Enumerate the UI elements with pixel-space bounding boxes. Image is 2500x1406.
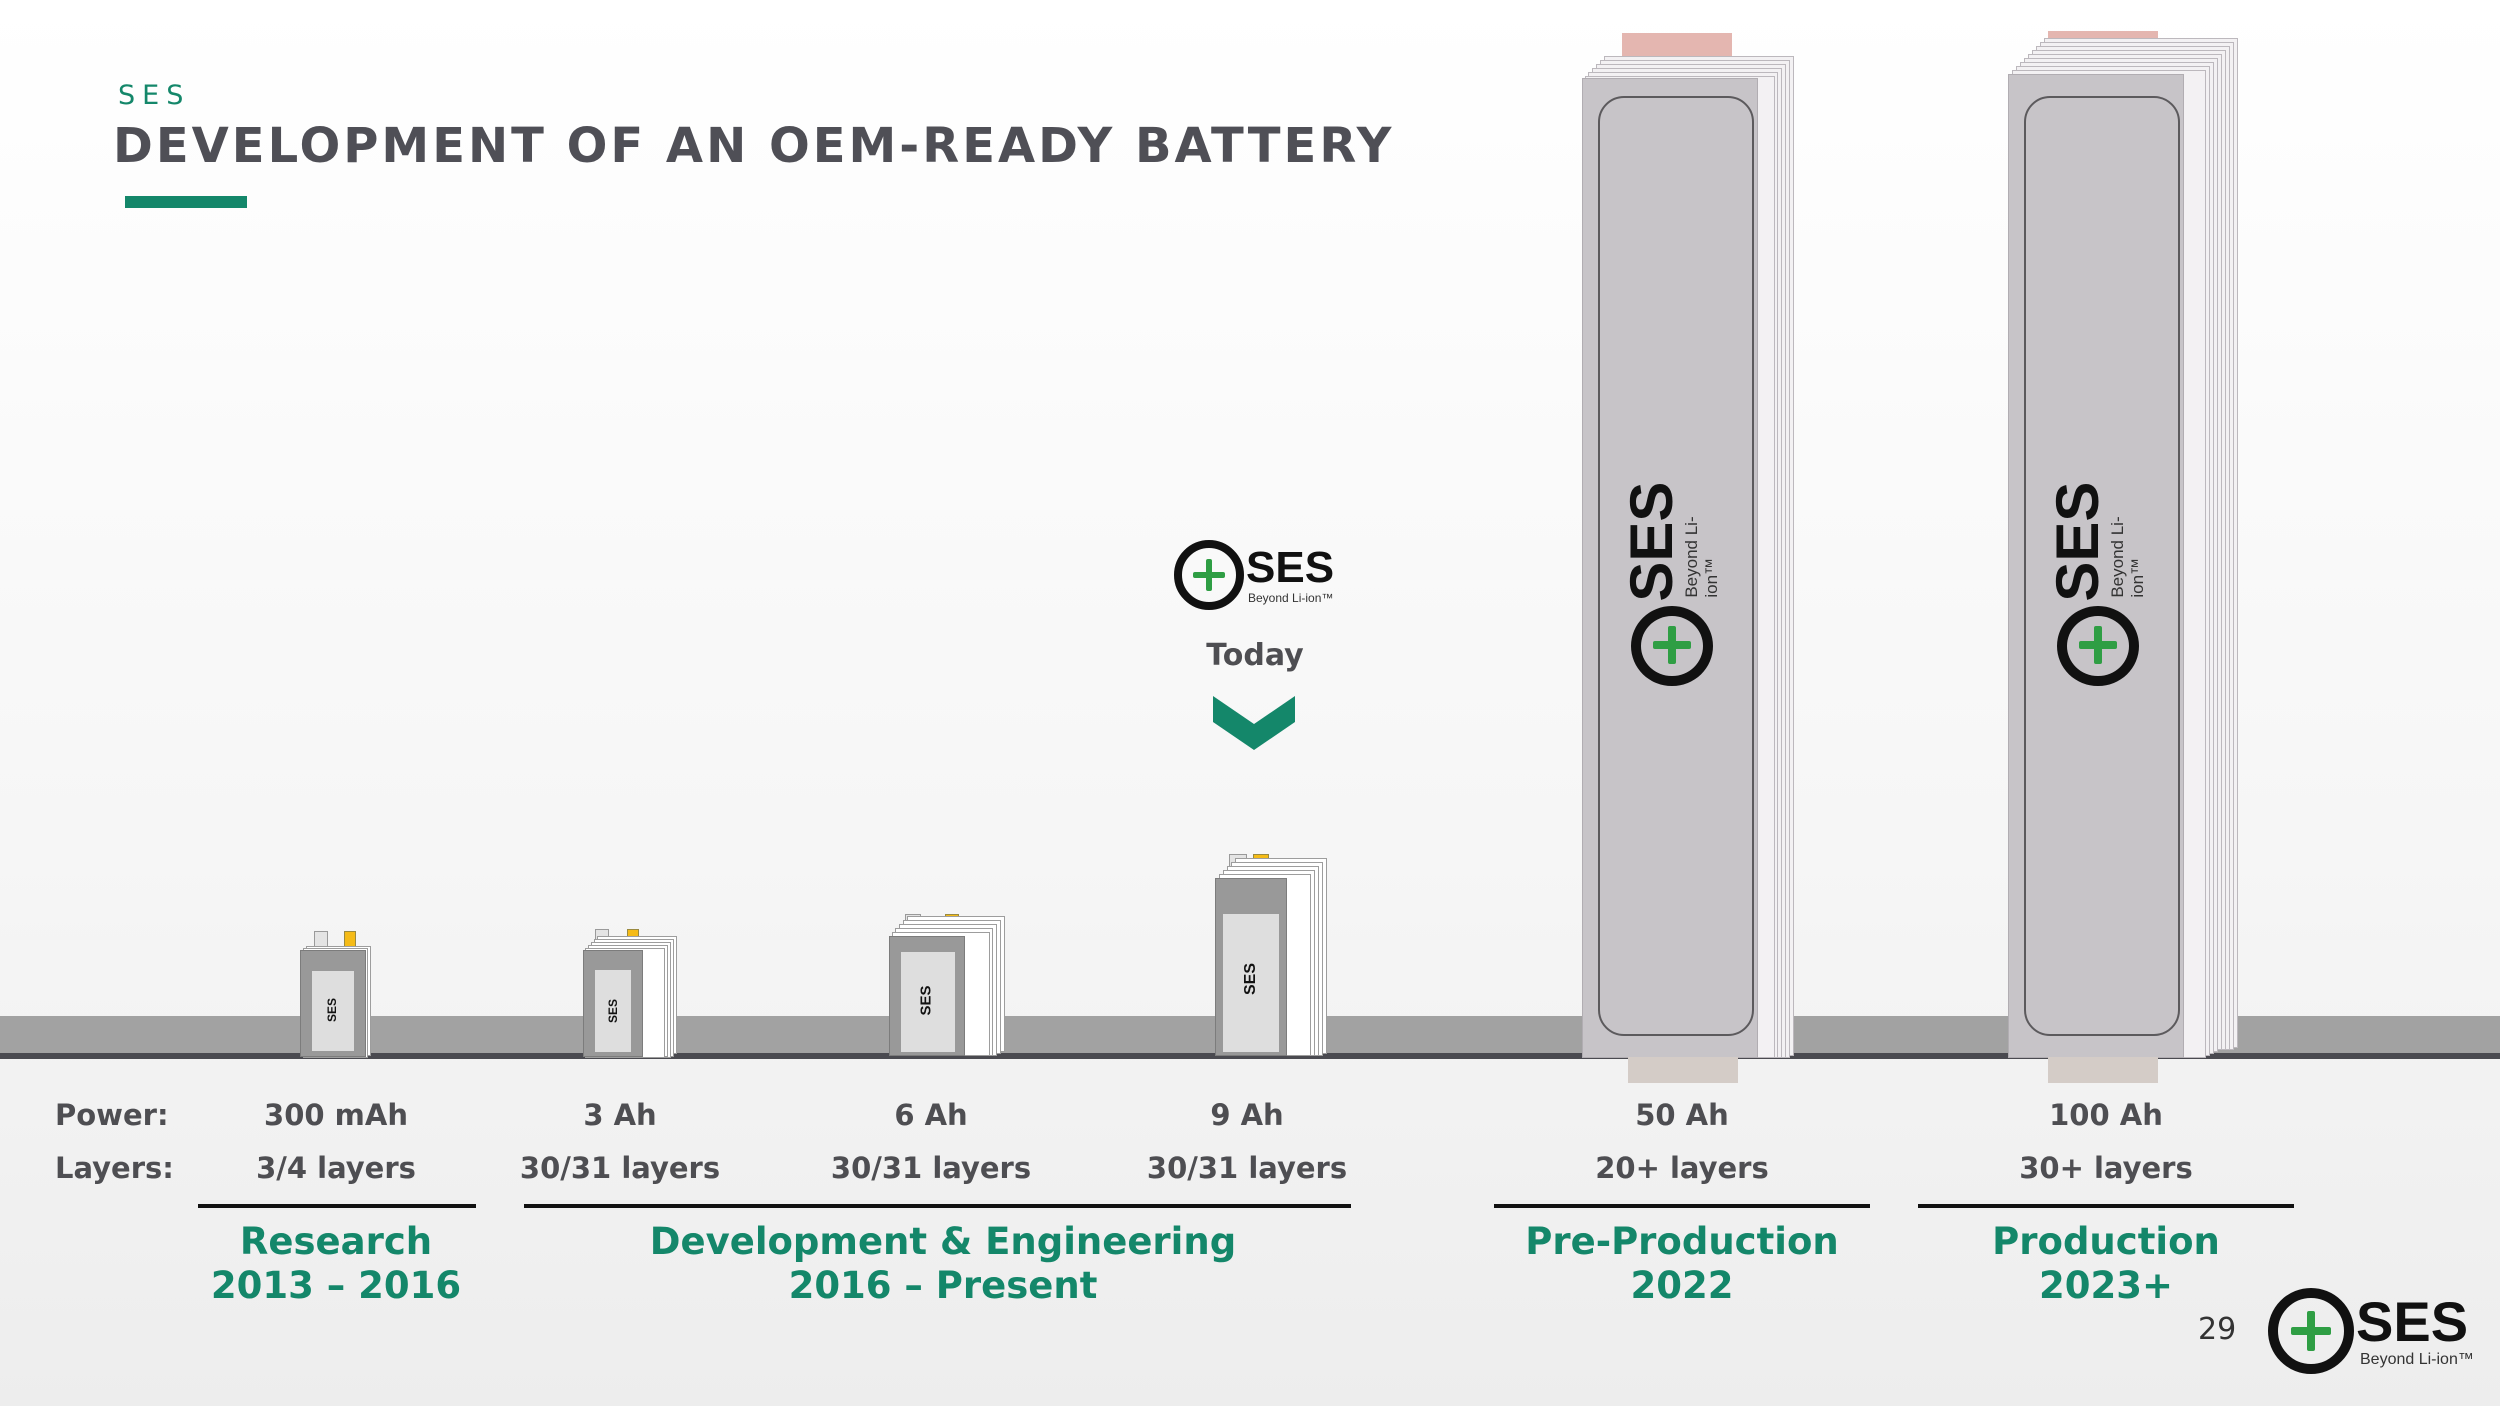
cell-logo: SES bbox=[917, 985, 935, 1016]
battery-cell-50ah: SES Beyond Li-ion™ bbox=[1582, 30, 1798, 1085]
layers-value: 30/31 layers bbox=[1146, 1151, 1348, 1185]
phase-name: Research bbox=[239, 1220, 433, 1263]
cell-label bbox=[312, 971, 354, 1051]
phase-name: Development & Engineering bbox=[649, 1220, 1237, 1263]
cell-label bbox=[1223, 914, 1279, 1052]
marker-tagline: Beyond Li-ion™ bbox=[1248, 591, 1334, 605]
phase-divider-development bbox=[524, 1204, 1351, 1208]
power-value: 300 mAh bbox=[264, 1098, 408, 1132]
phase-divider-production bbox=[1918, 1204, 2294, 1208]
phase-period: 2022 bbox=[1630, 1264, 1734, 1307]
cell-label bbox=[901, 952, 955, 1052]
cell-label bbox=[595, 970, 631, 1052]
power-value: 50 Ah bbox=[1635, 1098, 1729, 1132]
phase-divider-preproduction bbox=[1494, 1204, 1870, 1208]
phase-period: 2013 – 2016 bbox=[210, 1264, 462, 1307]
cell-logo-text: SES bbox=[2044, 481, 2111, 602]
cell-logo: SES bbox=[606, 998, 621, 1024]
phase-production: Production 2023+ bbox=[1992, 1220, 2220, 1308]
cell-logo-text: SES bbox=[1618, 481, 1685, 602]
power-value: 100 Ah bbox=[2049, 1098, 2163, 1132]
phase-period: 2023+ bbox=[2039, 1264, 2173, 1307]
power-value: 6 Ah bbox=[894, 1098, 968, 1132]
phase-divider-research bbox=[198, 1204, 476, 1208]
phase-name: Production bbox=[1992, 1220, 2220, 1263]
cell-logo: SES bbox=[325, 997, 340, 1023]
layers-value: 30/31 layers bbox=[519, 1151, 721, 1185]
battery-cell-6ah: SES bbox=[889, 912, 1011, 1057]
cell-tab-terminal bbox=[1628, 1057, 1738, 1083]
plus-circle-icon bbox=[1631, 605, 1713, 687]
layers-value: 20+ layers bbox=[1595, 1151, 1769, 1185]
chevron-down-icon bbox=[1213, 696, 1295, 750]
phase-period: 2016 – Present bbox=[788, 1264, 1098, 1307]
title-accent-bar bbox=[125, 196, 247, 208]
phase-name: Pre-Production bbox=[1525, 1220, 1839, 1263]
power-value: 9 Ah bbox=[1210, 1098, 1284, 1132]
cell-logo-tagline: Beyond Li-ion™ bbox=[1682, 516, 1721, 598]
page-number: 29 bbox=[2198, 1312, 2237, 1347]
plus-circle-icon bbox=[2057, 605, 2139, 687]
layers-value: 30/31 layers bbox=[830, 1151, 1032, 1185]
power-value: 3 Ah bbox=[583, 1098, 657, 1132]
page-title: DEVELOPMENT OF AN OEM-READY BATTERY bbox=[113, 118, 1395, 174]
battery-cell-100ah: SES Beyond Li-ion™ bbox=[2008, 28, 2240, 1085]
layers-row-label: Layers: bbox=[55, 1151, 174, 1185]
layers-value: 3/4 layers bbox=[256, 1151, 416, 1185]
eyebrow-label: SES bbox=[118, 80, 191, 111]
cell-logo: SES bbox=[1242, 962, 1260, 996]
today-marker-logo: SES Beyond Li-ion™ bbox=[1174, 540, 1334, 610]
battery-cell-300mah: SES bbox=[300, 925, 375, 1058]
footer-brand: SES bbox=[2356, 1290, 2469, 1353]
plus-circle-icon bbox=[2268, 1288, 2354, 1374]
shelf-edge bbox=[0, 1053, 2500, 1059]
marker-brand: SES bbox=[1246, 543, 1335, 592]
today-label: Today bbox=[1206, 638, 1304, 673]
footer-tagline: Beyond Li-ion™ bbox=[2360, 1351, 2474, 1368]
battery-cell-3ah: SES bbox=[583, 922, 683, 1058]
footer-logo: SES Beyond Li-ion™ bbox=[2268, 1288, 2474, 1374]
cell-logo-tagline: Beyond Li-ion™ bbox=[2108, 516, 2147, 598]
power-row-label: Power: bbox=[55, 1098, 169, 1132]
plus-circle-icon bbox=[1174, 540, 1244, 610]
phase-preproduction: Pre-Production 2022 bbox=[1525, 1220, 1839, 1308]
battery-cell-9ah: SES bbox=[1215, 852, 1355, 1057]
cell-tab-terminal bbox=[2048, 1057, 2158, 1083]
phase-development: Development & Engineering 2016 – Present bbox=[650, 1220, 1236, 1308]
layers-value: 30+ layers bbox=[2019, 1151, 2193, 1185]
phase-research: Research 2013 – 2016 bbox=[211, 1220, 461, 1308]
